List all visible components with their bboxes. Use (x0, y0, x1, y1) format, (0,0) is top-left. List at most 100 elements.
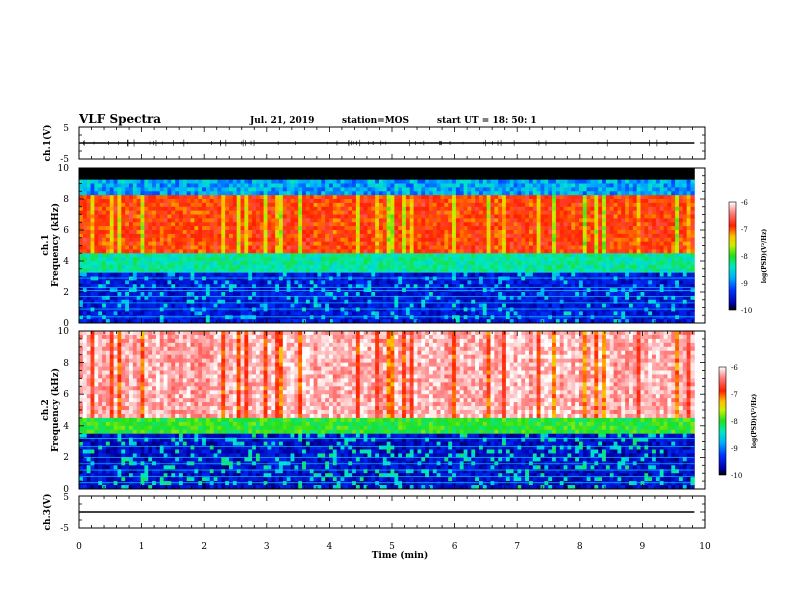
spectrogram-cell (221, 299, 226, 305)
spectrogram-cell (402, 226, 407, 231)
spectrogram-cell (540, 202, 545, 208)
spectrogram-cell (313, 319, 318, 324)
spectrogram-cell (132, 230, 138, 235)
spectrogram-cell (171, 272, 176, 277)
spectrogram-cell (113, 261, 118, 266)
spectrogram-cell (394, 315, 399, 320)
spectrogram-cell (190, 245, 195, 250)
spectrogram-cell (444, 222, 449, 227)
spectrogram-cell (367, 249, 372, 254)
spectrogram-cell (475, 245, 480, 250)
spectrogram-cell (490, 222, 495, 227)
spectrogram-cell (409, 276, 414, 281)
spectrogram-cell (209, 268, 215, 274)
spectrogram-cell (294, 272, 299, 277)
spectrogram-cell (452, 179, 457, 184)
spectrogram-cell (340, 284, 345, 289)
spectrogram-cell (448, 175, 453, 181)
spectrogram-cell (386, 191, 391, 196)
spectrogram-cell (513, 168, 518, 173)
spectrogram-cell (186, 261, 191, 266)
spectrogram-cell (140, 202, 145, 208)
spectrogram-cell (213, 245, 218, 250)
spectrogram-cell (152, 272, 157, 277)
spectrogram-cell (355, 311, 361, 316)
spectrogram-cell (86, 187, 91, 192)
spectrogram-cell (436, 183, 441, 188)
spectrogram-cell (86, 249, 91, 254)
spectrogram-cell (432, 168, 438, 173)
spectrogram-cell (467, 261, 472, 266)
spectrogram-cell (544, 241, 549, 246)
spectrogram-cell (536, 268, 541, 274)
spectrogram-cell (363, 233, 368, 239)
spectrogram-cell (498, 315, 503, 320)
spectrogram-cell (398, 280, 403, 285)
spectrogram-cell (440, 237, 445, 243)
spectrogram-cell (298, 171, 303, 177)
spectrogram-cell (159, 303, 165, 308)
spectrogram-cell (544, 233, 549, 239)
spectrogram-cell (136, 315, 141, 320)
spectrogram-cell (325, 253, 330, 258)
spectrogram-cell (348, 179, 353, 184)
spectrogram-cell (82, 199, 88, 204)
spectrogram-cell (544, 175, 549, 181)
spectrogram-cell (152, 292, 157, 297)
spectrogram-cell (175, 183, 180, 188)
spectrogram-cell (217, 315, 222, 320)
spectrogram-cell (217, 230, 222, 235)
spectrogram-cell (490, 237, 495, 243)
spectrogram-cell (228, 280, 234, 285)
spectrogram-cell (459, 319, 464, 324)
spectrogram-cell (517, 241, 522, 246)
spectrogram-cell (232, 233, 238, 239)
spectrogram-cell (309, 303, 315, 308)
spectrogram-cell (86, 307, 91, 312)
spectrogram-cell (90, 187, 95, 192)
spectrogram-cell (209, 241, 215, 246)
spectrogram-cell (436, 191, 441, 196)
spectrogram-cell (475, 210, 480, 215)
spectrogram-cell (332, 230, 338, 235)
spectrogram-cell (213, 253, 218, 258)
spectrogram-cell (463, 276, 468, 281)
spectrogram-cell (517, 245, 522, 250)
spectrogram-cell (490, 261, 495, 266)
spectrogram-cell (471, 202, 476, 208)
spectrogram-cell (486, 187, 491, 192)
spectrogram-cell (494, 241, 499, 246)
spectrogram-cell (90, 175, 95, 181)
spectrogram-cell (259, 299, 265, 305)
spectrogram-cell (328, 183, 334, 188)
spectrogram-cell (440, 218, 445, 223)
spectrogram-cell (94, 175, 99, 181)
spectrogram-cell (502, 210, 507, 215)
spectrogram-cell (129, 261, 134, 266)
spectrogram-cell (394, 299, 399, 305)
spectrogram-cell (394, 233, 399, 239)
spectrogram-cell (267, 268, 272, 274)
spectrogram-cell (125, 280, 130, 285)
spectrogram-cell (352, 284, 357, 289)
spectrogram-cell (528, 222, 534, 227)
spectrogram-cell (236, 233, 241, 239)
spectrogram-cell (286, 295, 291, 301)
spectrogram-cell (282, 276, 288, 281)
spectrogram-cell (202, 214, 207, 219)
spectrogram-cell (240, 315, 245, 320)
spectrogram-cell (263, 179, 268, 184)
spectrogram-cell (221, 295, 226, 301)
spectrogram-cell (440, 230, 445, 235)
spectrogram-cell (298, 202, 303, 208)
spectrogram-cell (425, 245, 430, 250)
spectrogram-cell (286, 315, 291, 320)
spectrogram-cell (448, 249, 453, 254)
spectrogram-cell (463, 261, 468, 266)
spectrogram-cell (113, 179, 118, 184)
spectrogram-cell (363, 179, 368, 184)
spectrogram-cell (309, 257, 315, 262)
spectrogram-cell (344, 272, 349, 277)
spectrogram-cell (221, 307, 226, 312)
spectrogram-cell (355, 191, 361, 196)
